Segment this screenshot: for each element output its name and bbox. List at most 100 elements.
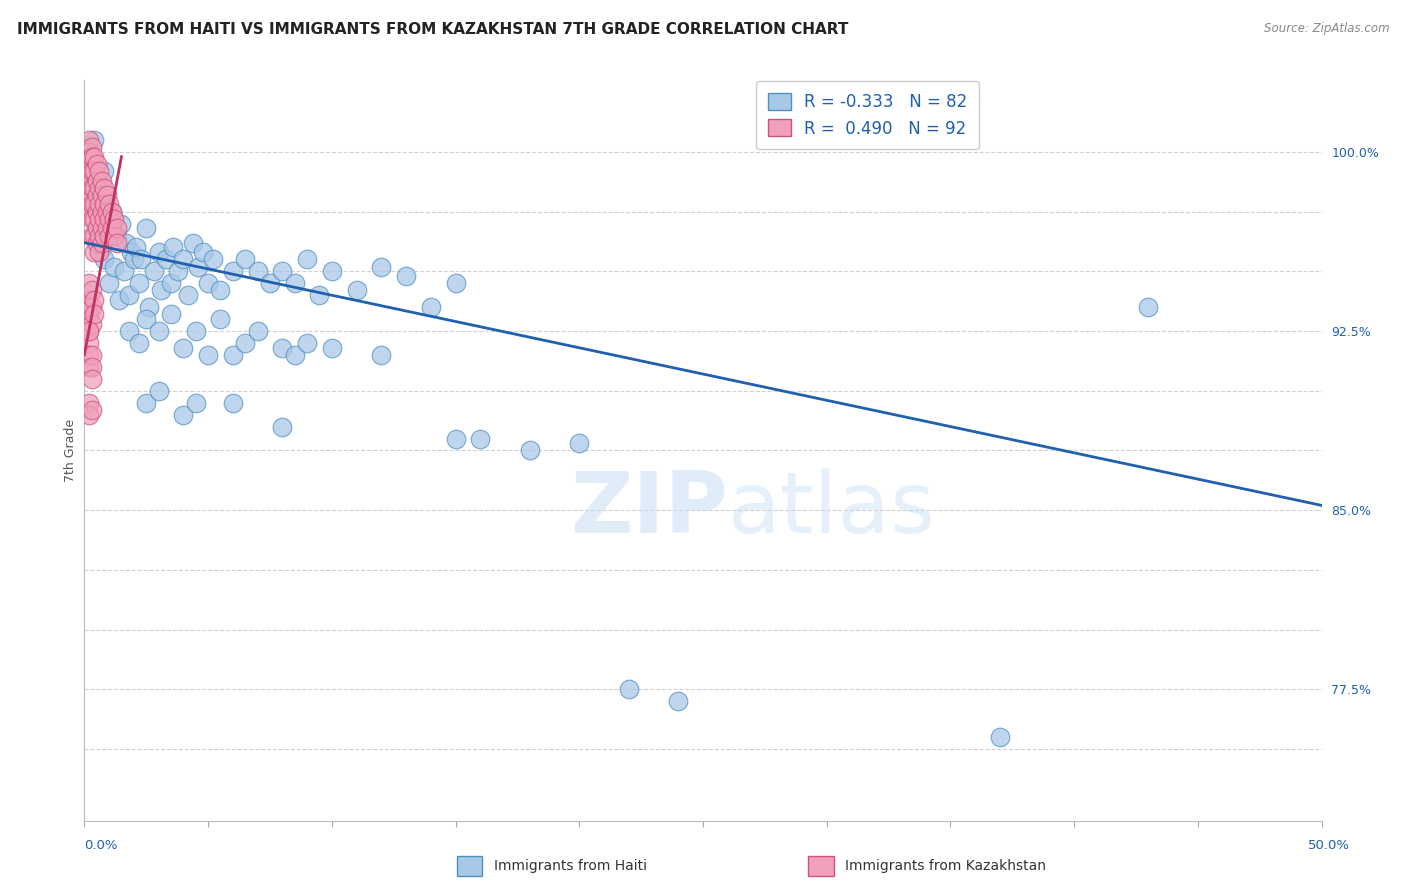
Point <box>79 307 101 321</box>
Point <box>148 245 170 260</box>
Point <box>89 197 111 211</box>
Point <box>184 395 207 409</box>
Point <box>83 293 105 307</box>
Point <box>222 264 245 278</box>
Point <box>118 288 141 302</box>
Text: ZIP: ZIP <box>569 468 728 551</box>
Point <box>83 211 105 226</box>
Point <box>148 324 170 338</box>
Point <box>80 348 103 362</box>
Point <box>80 164 103 178</box>
Point <box>122 252 145 267</box>
Point <box>197 348 219 362</box>
Point <box>295 336 318 351</box>
Point <box>90 221 112 235</box>
Point <box>86 188 108 202</box>
Point <box>105 221 128 235</box>
Point <box>162 240 184 254</box>
Point <box>80 197 103 211</box>
Point <box>233 336 256 351</box>
Point <box>135 221 157 235</box>
Y-axis label: 7th Grade: 7th Grade <box>65 419 77 482</box>
Point <box>172 341 194 355</box>
Point <box>160 277 183 291</box>
Point <box>98 221 121 235</box>
Point <box>197 277 219 291</box>
Point <box>83 164 105 178</box>
Point <box>98 228 121 243</box>
Point <box>184 324 207 338</box>
Point <box>112 264 135 278</box>
Point <box>118 324 141 338</box>
Point <box>89 164 111 178</box>
Point <box>370 260 392 274</box>
Point <box>90 173 112 187</box>
Point <box>93 252 115 267</box>
Point <box>79 133 101 147</box>
Point <box>80 402 103 417</box>
Point <box>128 336 150 351</box>
Point <box>135 312 157 326</box>
Point <box>79 336 101 351</box>
Point <box>79 204 101 219</box>
Point <box>148 384 170 398</box>
Point <box>160 307 183 321</box>
Point <box>83 307 105 321</box>
Point <box>108 293 131 307</box>
Point <box>202 252 225 267</box>
Point <box>79 277 101 291</box>
Point <box>79 324 101 338</box>
Point <box>96 204 118 219</box>
Point <box>259 277 281 291</box>
Text: Source: ZipAtlas.com: Source: ZipAtlas.com <box>1264 22 1389 36</box>
Point <box>79 324 101 338</box>
Point <box>167 264 190 278</box>
Point <box>138 300 160 314</box>
Point <box>83 197 105 211</box>
Point <box>181 235 204 250</box>
Point <box>93 228 115 243</box>
Point <box>80 140 103 154</box>
Point <box>80 150 103 164</box>
Point <box>444 277 467 291</box>
Point <box>86 173 108 187</box>
Point <box>100 204 122 219</box>
Point <box>79 173 101 187</box>
Point <box>246 324 269 338</box>
Point <box>666 694 689 708</box>
Point <box>79 395 101 409</box>
Point <box>246 264 269 278</box>
Point <box>271 264 294 278</box>
Point <box>86 197 108 211</box>
Point <box>86 221 108 235</box>
Point <box>83 180 105 194</box>
Point <box>86 235 108 250</box>
Point <box>155 252 177 267</box>
Point <box>79 348 101 362</box>
Point <box>150 284 173 298</box>
Point <box>284 348 307 362</box>
Point <box>187 260 209 274</box>
Point <box>321 341 343 355</box>
Text: IMMIGRANTS FROM HAITI VS IMMIGRANTS FROM KAZAKHSTAN 7TH GRADE CORRELATION CHART: IMMIGRANTS FROM HAITI VS IMMIGRANTS FROM… <box>17 22 848 37</box>
Point <box>90 235 112 250</box>
Point <box>83 150 105 164</box>
Point <box>79 164 101 178</box>
Point <box>86 157 108 171</box>
Point <box>80 211 103 226</box>
Point <box>90 240 112 254</box>
Point <box>470 432 492 446</box>
Point <box>79 408 101 422</box>
Point <box>271 341 294 355</box>
Point <box>93 211 115 226</box>
Point <box>271 419 294 434</box>
Point <box>103 260 125 274</box>
Point <box>93 197 115 211</box>
Point <box>308 288 330 302</box>
Point <box>93 180 115 194</box>
Point <box>98 211 121 226</box>
Point <box>96 188 118 202</box>
Point <box>80 284 103 298</box>
Point <box>419 300 441 314</box>
Point <box>80 300 103 314</box>
